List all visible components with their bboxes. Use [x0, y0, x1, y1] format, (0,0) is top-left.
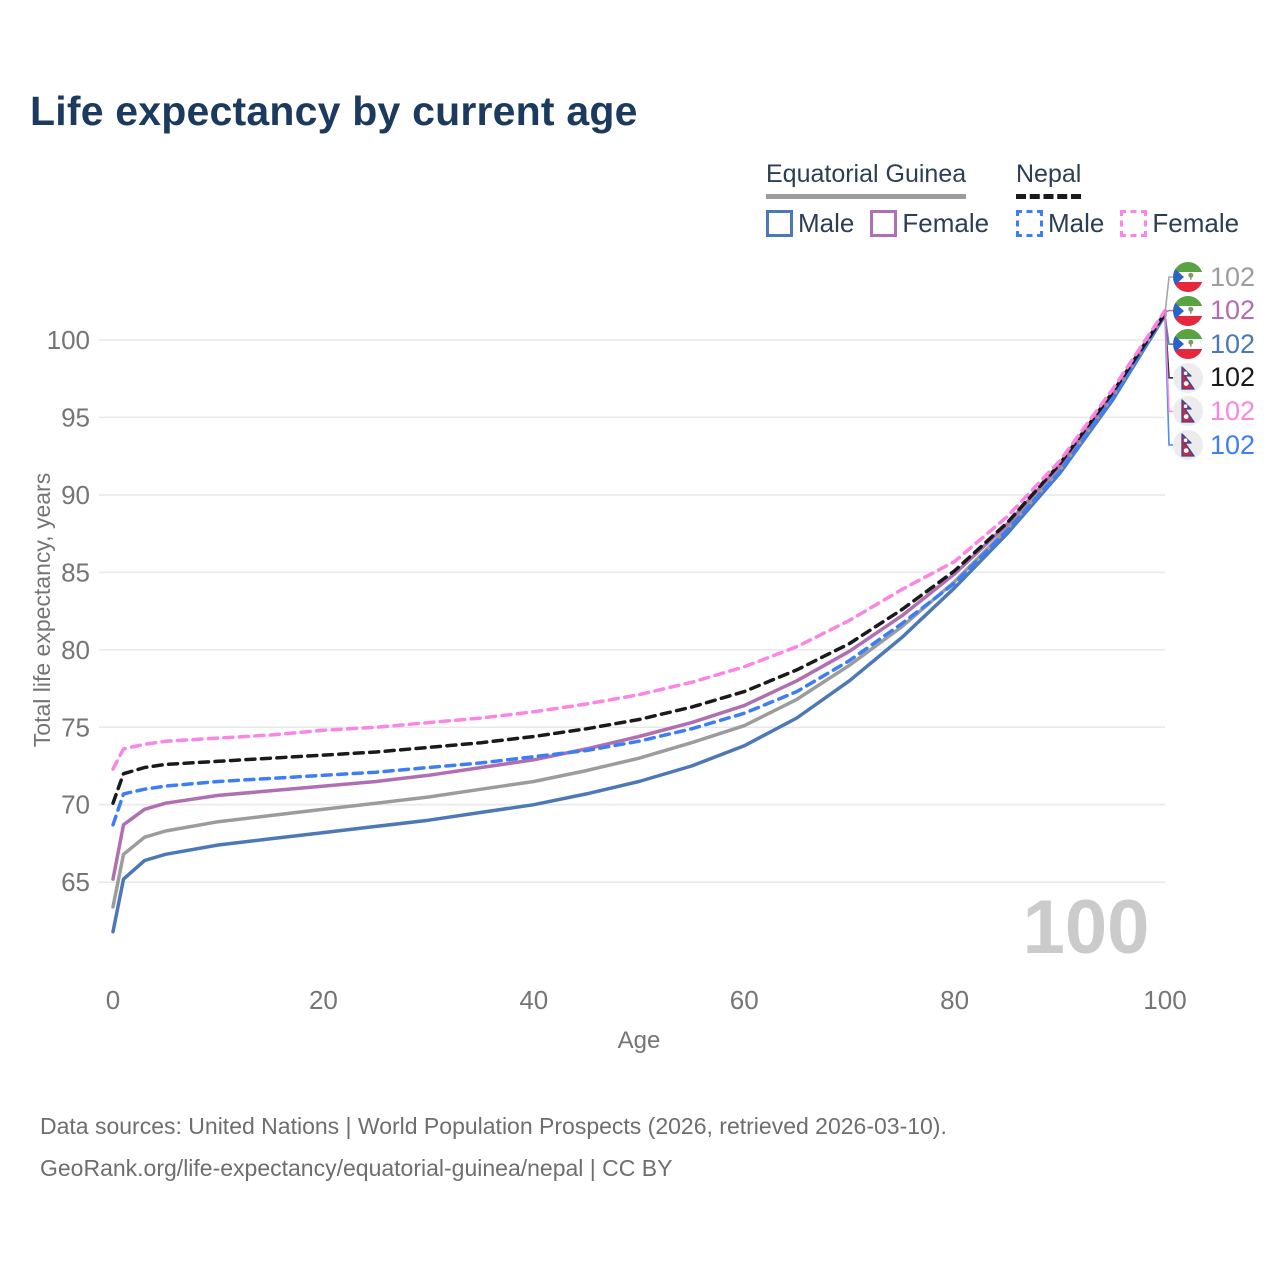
flag-icon-nepal — [1173, 430, 1203, 460]
footer: Data sources: United Nations | World Pop… — [40, 1106, 947, 1190]
svg-text:0: 0 — [106, 985, 120, 1015]
end-label-nepal-male: 102 — [1173, 429, 1255, 461]
gridlines — [99, 339, 1165, 883]
svg-text:40: 40 — [519, 985, 548, 1015]
svg-text:60: 60 — [730, 985, 759, 1015]
legend-swatch-nepal-female[interactable] — [1120, 210, 1148, 237]
axis-tick-labels: 65 70 75 80 85 90 95 100 0 20 40 60 80 100 — [47, 325, 1187, 1015]
series-line-equatorial-guinea-total[interactable] — [111, 311, 1167, 909]
end-label-equatorial-guinea-total: 102 — [1173, 261, 1255, 293]
end-label-equatorial-guinea-female: 102 — [1173, 295, 1255, 327]
legend-item-eg-female[interactable]: Female — [902, 208, 990, 238]
age-watermark: 100 — [1023, 885, 1150, 970]
end-label-nepal-total: 102 — [1173, 362, 1255, 394]
end-label-value: 102 — [1210, 261, 1256, 292]
svg-text:100: 100 — [47, 325, 90, 355]
svg-text:80: 80 — [61, 635, 90, 665]
svg-text:65: 65 — [61, 867, 90, 897]
legend-item-nepal-male[interactable]: Male — [1048, 208, 1105, 238]
legend-swatch-eg-male[interactable] — [766, 210, 793, 237]
end-label-value: 102 — [1210, 395, 1256, 426]
svg-text:70: 70 — [61, 790, 90, 820]
svg-text:85: 85 — [61, 557, 90, 587]
end-label-equatorial-guinea-male: 102 — [1173, 328, 1255, 360]
flag-icon-nepal — [1173, 396, 1203, 427]
flag-icon-nepal — [1173, 362, 1203, 393]
footer-source-line: Data sources: United Nations | World Pop… — [40, 1113, 947, 1139]
legend-swatch-nepal-male[interactable] — [1016, 210, 1043, 237]
svg-text:100: 100 — [1143, 985, 1186, 1015]
legend-item-nepal-female[interactable]: Female — [1152, 208, 1240, 238]
end-label-value: 102 — [1210, 295, 1256, 326]
footer-url-line[interactable]: GeoRank.org/life-expectancy/equatorial-g… — [40, 1154, 673, 1181]
series-line-nepal-total[interactable] — [111, 311, 1167, 805]
label-connectors — [1164, 276, 1174, 446]
end-label-value: 102 — [1210, 429, 1256, 460]
flag-icon-equatorial-guinea — [1173, 262, 1203, 292]
series-line-equatorial-guinea-female[interactable] — [111, 310, 1167, 881]
flag-icon-equatorial-guinea — [1173, 295, 1203, 326]
x-axis-title: Age — [618, 1027, 661, 1054]
series-line-nepal-male[interactable] — [111, 313, 1167, 827]
series-line-equatorial-guinea-male[interactable] — [111, 313, 1167, 934]
svg-text:75: 75 — [61, 712, 90, 742]
legend-header-equatorial-guinea[interactable]: Equatorial Guinea — [766, 160, 967, 199]
legend-header-nepal[interactable]: Nepal — [1016, 160, 1082, 199]
legend-group-equatorial-guinea: Equatorial Guinea Male Female — [766, 160, 1005, 239]
end-label-value: 102 — [1210, 328, 1256, 359]
legend-group-nepal: Nepal Male Female — [1016, 160, 1255, 239]
svg-text:90: 90 — [61, 480, 90, 510]
page-title: Life expectancy by current age — [30, 88, 638, 134]
svg-text:80: 80 — [940, 985, 969, 1015]
y-axis-title: Total life expectancy, years — [29, 473, 55, 747]
series-lines — [111, 308, 1167, 934]
svg-text:20: 20 — [309, 985, 338, 1015]
svg-text:95: 95 — [61, 402, 90, 432]
end-label-nepal-female: 102 — [1173, 395, 1255, 427]
end-label-value: 102 — [1210, 362, 1256, 393]
legend-swatch-eg-female[interactable] — [870, 210, 898, 237]
flag-icon-equatorial-guinea — [1173, 329, 1203, 360]
series-line-nepal-female[interactable] — [111, 308, 1167, 771]
legend-item-eg-male[interactable]: Male — [798, 208, 855, 238]
